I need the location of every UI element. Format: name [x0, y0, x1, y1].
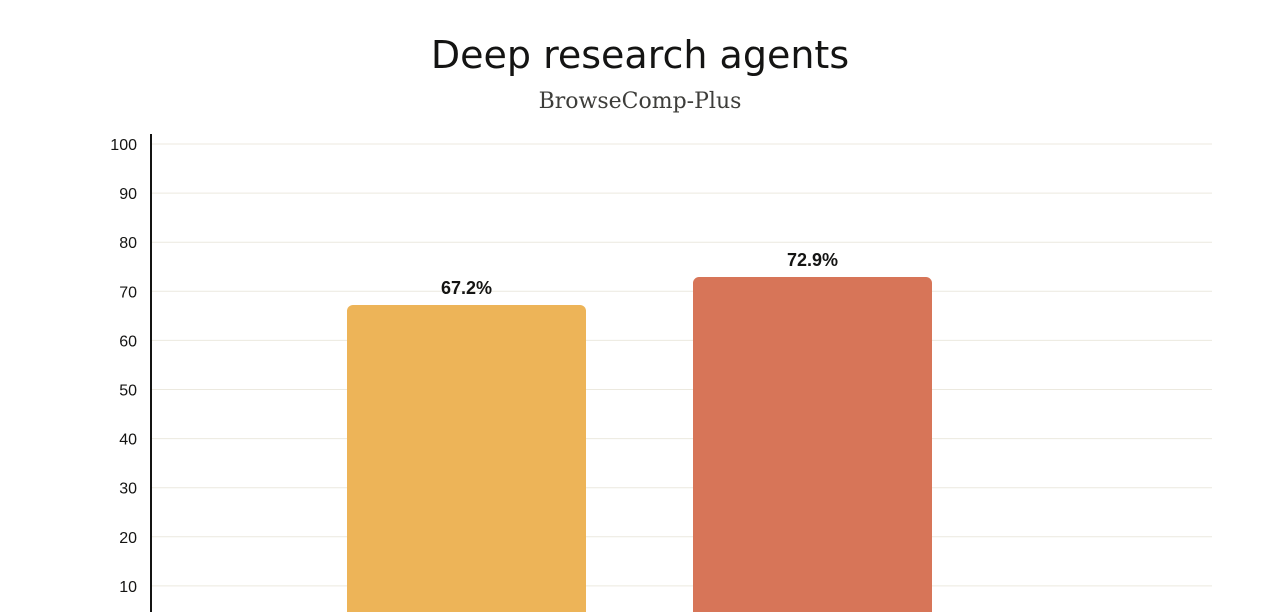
bar: [693, 277, 932, 612]
y-tick-label: 60: [119, 333, 137, 350]
y-tick-label: 50: [119, 383, 137, 400]
data-labels: 67.2% 72.9%: [441, 250, 838, 298]
gridlines: [151, 143, 1212, 587]
y-tick-label: 80: [119, 235, 137, 252]
y-tick-label: 20: [119, 530, 137, 547]
bar-value-label: 67.2%: [441, 278, 492, 298]
y-tick-label: 40: [119, 432, 137, 449]
y-tick-label: 100: [110, 137, 137, 154]
bars: [347, 277, 932, 612]
y-tick-label: 70: [119, 284, 137, 301]
y-axis-ticks: 10 20 30 40 50 60 70 80 90 100: [110, 137, 137, 596]
chart-title: Deep research agents: [431, 33, 849, 77]
bar: [347, 305, 586, 612]
chart-subtitle: BrowseComp-Plus: [539, 89, 742, 114]
y-tick-label: 90: [119, 186, 137, 203]
y-tick-label: 30: [119, 481, 137, 498]
y-tick-label: 10: [119, 579, 137, 596]
bar-value-label: 72.9%: [787, 250, 838, 270]
